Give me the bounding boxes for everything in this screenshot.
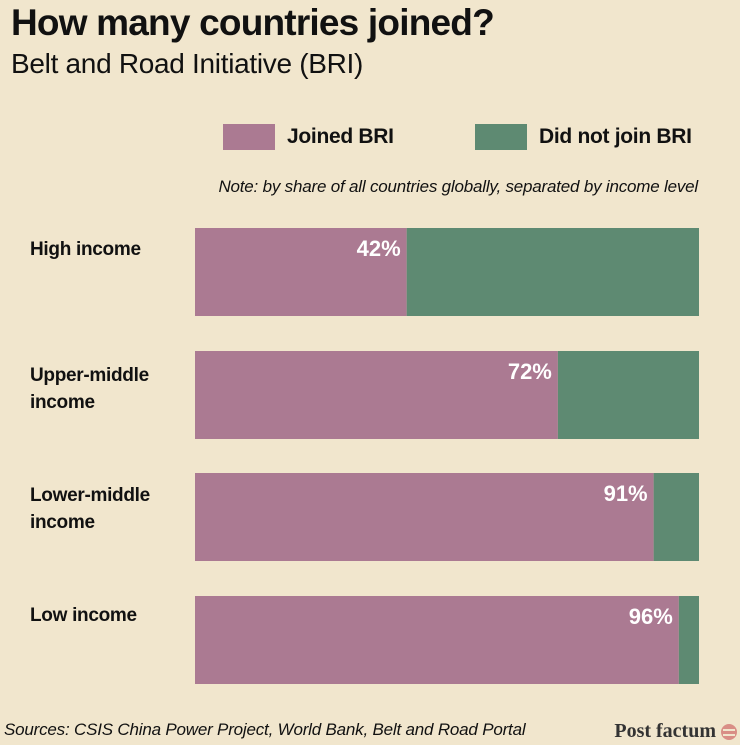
brand-name: Post factum bbox=[614, 720, 716, 742]
legend-swatch-joined bbox=[223, 124, 275, 150]
chart-title: How many countries joined? bbox=[11, 2, 495, 43]
bar-joined-low-income bbox=[195, 596, 679, 684]
data-label-high-income: 42% bbox=[357, 236, 401, 261]
bar-joined-upper-middle-income bbox=[195, 351, 558, 439]
brand: Post factum bbox=[614, 720, 737, 743]
legend-label-not-joined: Did not join BRI bbox=[539, 125, 692, 148]
legend-swatch-not-joined bbox=[475, 124, 527, 150]
post-factum-logo-icon bbox=[721, 723, 737, 740]
category-label-low-income: Low income bbox=[30, 602, 190, 629]
bar-not-joined-high-income bbox=[406, 228, 699, 316]
bar-joined-lower-middle-income bbox=[195, 473, 654, 561]
category-label-lower-middle-income: Lower-middle income bbox=[30, 482, 190, 536]
category-label-high-income: High income bbox=[30, 236, 190, 263]
data-label-upper-middle-income: 72% bbox=[508, 359, 552, 384]
chart-note: Note: by share of all countries globally… bbox=[218, 177, 698, 196]
category-label-line: income bbox=[30, 392, 95, 413]
category-label-line: Lower-middle bbox=[30, 485, 150, 506]
category-label-line: High income bbox=[30, 239, 141, 260]
data-label-low-income: 96% bbox=[629, 604, 673, 629]
bar-not-joined-upper-middle-income bbox=[557, 351, 699, 439]
category-label-line: Upper-middle bbox=[30, 365, 149, 386]
legend-item-not-joined: Did not join BRI bbox=[475, 124, 692, 150]
bar-joined-high-income bbox=[195, 228, 407, 316]
legend-item-joined: Joined BRI bbox=[223, 124, 394, 150]
bar-not-joined-lower-middle-income bbox=[653, 473, 699, 561]
bar-not-joined-low-income bbox=[678, 596, 699, 684]
category-label-upper-middle-income: Upper-middle income bbox=[30, 362, 190, 416]
category-label-line: income bbox=[30, 512, 95, 533]
data-label-lower-middle-income: 91% bbox=[604, 481, 648, 506]
category-label-line: Low income bbox=[30, 605, 137, 626]
chart-subtitle: Belt and Road Initiative (BRI) bbox=[11, 48, 364, 79]
source-note: Sources: CSIS China Power Project, World… bbox=[4, 720, 526, 739]
legend-label-joined: Joined BRI bbox=[287, 125, 394, 148]
